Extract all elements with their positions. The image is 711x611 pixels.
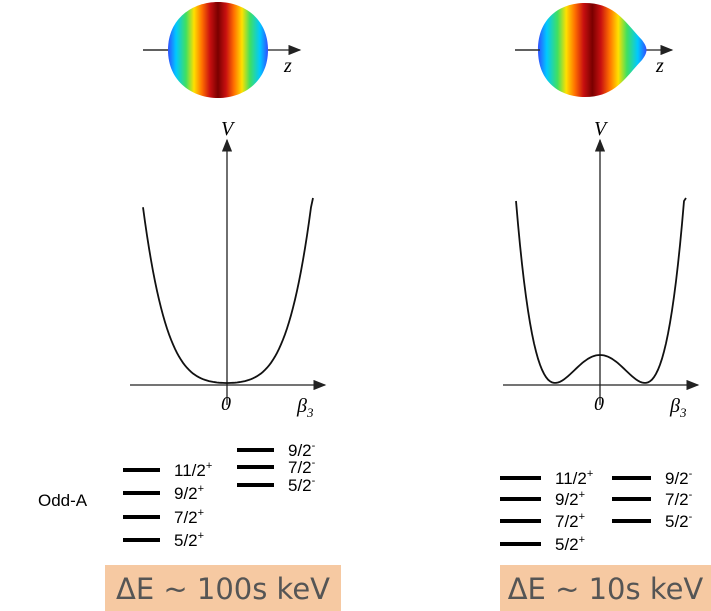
level-spin: 11/2 [174, 461, 206, 480]
level-spin: 7/2 [555, 512, 579, 531]
level-spin: 5/2 [665, 512, 689, 531]
level-label: 9/2+ [555, 489, 585, 509]
level-spin: 5/2 [288, 476, 312, 495]
origin-label: 0 [594, 393, 604, 415]
level-spin: 7/2 [288, 458, 312, 477]
nucleus-shape [538, 3, 647, 97]
potential-curve [516, 198, 686, 383]
level-parity: + [198, 483, 204, 495]
level-label: 11/2+ [174, 460, 212, 480]
v-label: V [221, 118, 236, 140]
level-parity: + [579, 534, 585, 546]
level-spin: 7/2 [174, 508, 198, 527]
figure: Odd-A zV0β311/2+9/2+7/2+5/2+9/2-7/2-5/2-… [0, 0, 711, 611]
level-parity: - [312, 440, 316, 452]
level-label: 7/2- [665, 489, 693, 509]
beta-symbol: β [669, 395, 680, 417]
level-parity: + [587, 468, 593, 480]
row-label: Odd-A [38, 491, 88, 510]
level-parity: + [198, 507, 204, 519]
level-parity: - [689, 468, 693, 480]
origin-label: 0 [221, 393, 231, 415]
level-label: 7/2+ [555, 511, 585, 531]
z-label: z [283, 55, 292, 77]
level-label: 5/2+ [555, 534, 585, 554]
level-label: 11/2+ [555, 468, 593, 488]
level-label: 5/2+ [174, 530, 204, 550]
level-spin: 11/2 [555, 469, 587, 488]
beta-label: β3 [296, 395, 314, 420]
level-spin: 9/2 [174, 484, 198, 503]
level-parity: + [579, 489, 585, 501]
level-spin: 7/2 [665, 490, 689, 509]
level-label: 9/2+ [174, 483, 204, 503]
level-label: 9/2- [665, 468, 693, 488]
energy-gap: ΔE ~ 10s keV [508, 572, 704, 606]
beta-label: β3 [669, 395, 687, 420]
level-label: 7/2- [288, 457, 316, 477]
level-parity: - [312, 475, 316, 487]
beta-symbol: β [296, 395, 307, 417]
level-parity: - [689, 489, 693, 501]
level-spin: 9/2 [555, 490, 579, 509]
level-spin: 9/2 [665, 469, 689, 488]
level-label: 5/2- [665, 511, 693, 531]
level-label: 7/2+ [174, 507, 204, 527]
level-parity: + [198, 530, 204, 542]
level-label: 5/2- [288, 475, 316, 495]
potential-curve [143, 198, 313, 383]
beta-subscript: 3 [306, 405, 314, 420]
level-parity: - [689, 511, 693, 523]
energy-gap: ΔE ~ 100s keV [116, 572, 330, 606]
level-parity: + [579, 511, 585, 523]
v-label: V [594, 118, 609, 140]
level-parity: - [312, 457, 316, 469]
beta-subscript: 3 [679, 405, 687, 420]
nucleus-shape [168, 2, 268, 98]
level-spin: 5/2 [174, 531, 198, 550]
level-spin: 5/2 [555, 535, 579, 554]
z-label: z [655, 55, 664, 77]
level-parity: + [206, 460, 212, 472]
